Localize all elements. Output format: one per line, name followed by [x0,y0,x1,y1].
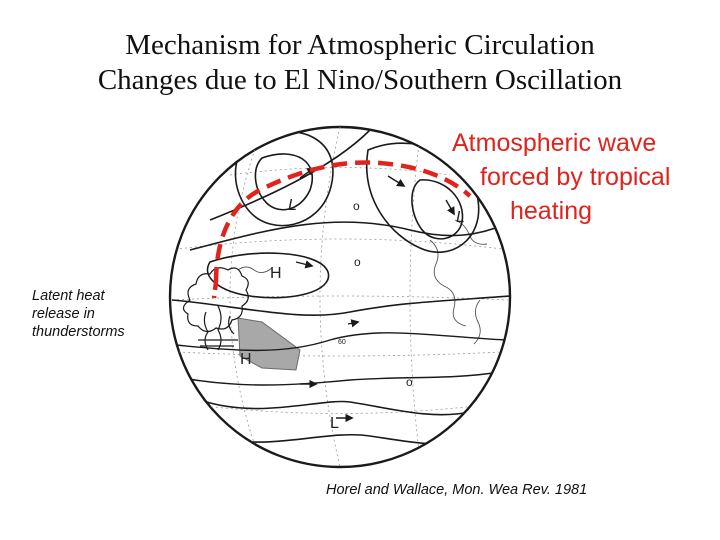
wave-label-line-1: Atmospheric wave [452,129,657,157]
contour-high-mid [206,252,330,299]
high-symbol-mid: H [270,265,282,282]
thunderstorm-cloud-icon [182,267,249,351]
zero-contour-south: o [406,375,413,389]
latent-label-line-3: thunderstorms [32,324,125,340]
latent-heat-label: Latent heat release in thunderstorms [32,287,172,341]
wave-label-line-3: heating [510,197,593,225]
contour-trough [189,129,510,251]
contour-mid-line [171,295,510,317]
flow-arrows [295,167,455,423]
contour-tropics [175,332,507,386]
low-symbol-northeast: L [456,209,465,226]
wave-path-tail [211,281,219,299]
lat-long-grid [170,127,510,467]
slide-title: Mechanism for Atmospheric Circulation Ch… [0,28,720,98]
wave-label-line-2: forced by tropical [480,163,671,191]
latent-label-line-2: release in [32,306,95,322]
atmospheric-wave-path [213,160,472,283]
source-credit: Horel and Wallace, Mon. Wea Rev. 1981 [326,482,588,498]
atmospheric-wave-label: Atmospheric wave forced by tropical heat… [452,126,714,228]
low-symbol-south: L [330,415,339,432]
low-symbol-northwest: L [288,197,297,214]
zero-contour-north: o [353,199,360,213]
contour-low-northwest [234,130,334,227]
tropical-level-label: 60 [338,339,346,346]
title-line-2: Changes due to El Nino/Southern Oscillat… [97,64,623,96]
title-line-1: Mechanism for Atmospheric Circulation [125,29,595,61]
latent-label-line-1: Latent heat [32,288,105,304]
high-symbol-tropics: H [240,351,252,368]
tropical-heating-region [237,317,301,371]
zero-contour-mid: o [354,255,361,269]
